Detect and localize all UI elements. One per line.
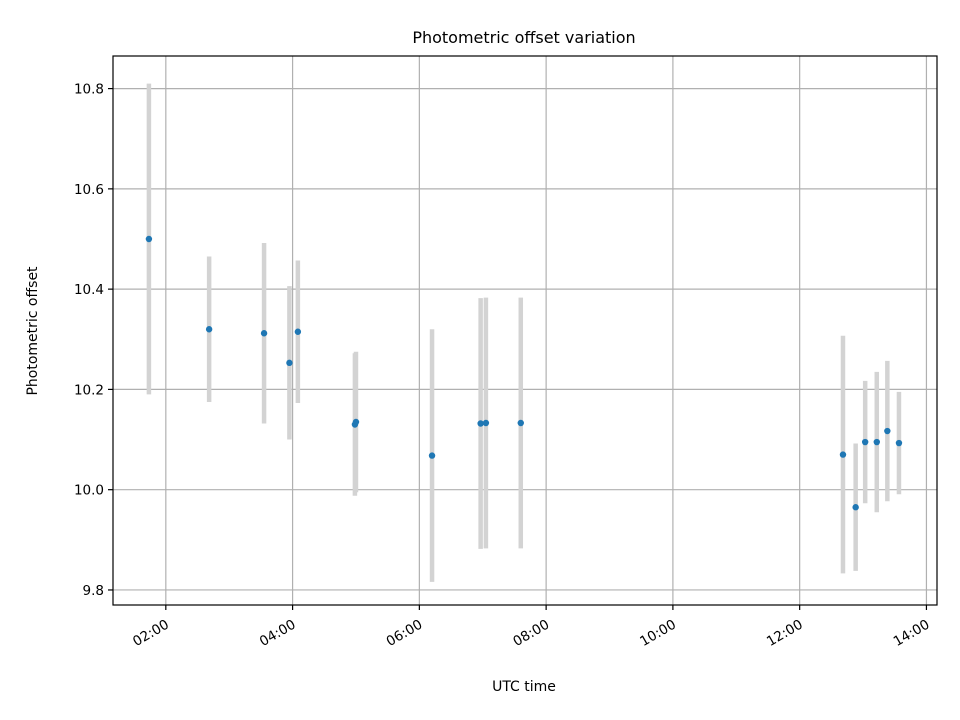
y-tick-label: 10.2: [74, 382, 104, 398]
y-tick-label: 10.8: [74, 82, 104, 98]
data-point: [145, 235, 153, 243]
x-axis-label: UTC time: [492, 679, 556, 695]
chart-title: Photometric offset variation: [412, 28, 635, 47]
data-point: [517, 419, 524, 427]
data-point: [205, 326, 213, 333]
y-tick-label: 10.4: [74, 282, 104, 298]
data-point: [861, 438, 869, 446]
x-tick-label: 02:00: [130, 617, 172, 650]
plot-frame: [112, 55, 938, 606]
data-points: [145, 235, 903, 511]
y-tick-label: 10.0: [74, 483, 104, 499]
y-axis-ticks: 9.8 10.0 10.2 10.4 10.6 10.8: [74, 82, 113, 599]
data-point: [895, 439, 903, 447]
y-tick-label: 10.6: [74, 182, 104, 198]
y-axis-label: Photometric offset: [25, 266, 41, 396]
data-point: [884, 427, 891, 435]
data-point: [286, 359, 293, 367]
grid-lines: [113, 56, 937, 605]
data-point: [294, 328, 302, 335]
data-point: [852, 504, 859, 511]
x-tick-label: 08:00: [510, 617, 552, 650]
data-point: [352, 418, 360, 426]
data-point: [428, 452, 436, 459]
data-point: [477, 420, 484, 427]
x-axis-ticks: 02:00 04:00 06:00 08:00 10:00 12:00 14:00: [130, 605, 932, 650]
y-tick-label: 9.8: [83, 583, 104, 599]
data-point: [260, 330, 268, 337]
data-point: [482, 419, 490, 427]
x-tick-label: 12:00: [764, 617, 806, 650]
x-tick-label: 06:00: [384, 617, 426, 650]
data-point: [873, 438, 880, 446]
axes: [112, 55, 938, 606]
x-tick-label: 10:00: [637, 617, 679, 650]
x-tick-label: 14:00: [891, 617, 933, 650]
data-point: [839, 451, 847, 458]
x-tick-label: 04:00: [257, 617, 299, 650]
